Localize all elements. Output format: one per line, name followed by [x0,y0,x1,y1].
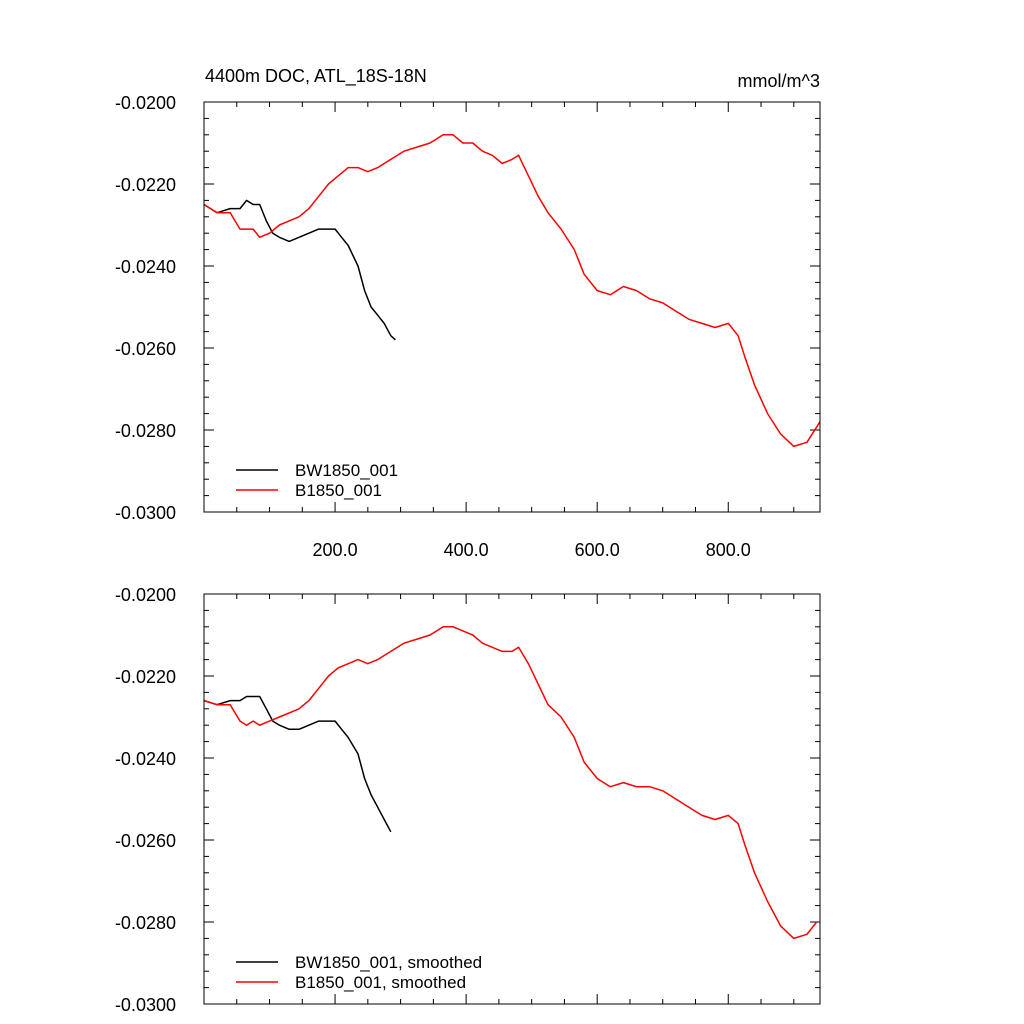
bottom-ytick-label: -0.0260 [115,831,176,851]
top-ytick-label: -0.0280 [115,421,176,441]
bottom-ytick-label: -0.0300 [115,995,176,1015]
bottom-legend-label: B1850_001, smoothed [295,973,466,992]
top-xtick-label: 400.0 [444,540,489,560]
bottom-ytick-label: -0.0220 [115,667,176,687]
top-plot-area: -0.0200 -0.0220 -0.0240 -0.0260 -0.0280 -0.03… [115,93,821,560]
top-legend-label: B1850_001 [295,481,382,500]
top-series-line-b1850 [203,134,821,448]
top-panel: 4400m DOC, ATL_18S-18N mmol/m^3 -0.0200-… [115,66,821,560]
top-xtick-label: 600.0 [575,540,620,560]
top-ytick-label: -0.0300 [115,503,176,523]
bottom-legend-label: BW1850_001, smoothed [295,953,482,972]
top-panel-title: 4400m DOC, ATL_18S-18N [205,66,427,87]
bottom-series-line-bw1850 [203,695,392,833]
top-ytick-label: -0.0240 [115,257,176,277]
bottom-plot-frame [203,593,821,1005]
top-ytick-label: -0.0200 [115,93,176,113]
bottom-series-line-b1850 [203,626,818,940]
top-xtick-label: 200.0 [313,540,358,560]
top-ytick-label: -0.0260 [115,339,176,359]
bottom-ytick-label: -0.0280 [115,913,176,933]
bottom-ytick-label: -0.0200 [115,585,176,605]
top-xtick-label: 800.0 [706,540,751,560]
top-ytick-label: -0.0220 [115,175,176,195]
top-plot-frame [203,101,821,513]
bottom-ytick-label: -0.0240 [115,749,176,769]
top-legend-label: BW1850_001 [295,461,398,480]
bottom-panel: -0.0200 -0.0220 -0.0240 -0.0260 -0.0280 -0.03… [115,585,821,1015]
bottom-plot-area: -0.0200 -0.0220 -0.0240 -0.0260 -0.0280 -0.03… [115,585,820,1015]
top-panel-units: mmol/m^3 [738,71,820,91]
top-series-line-bw1850 [203,199,396,341]
